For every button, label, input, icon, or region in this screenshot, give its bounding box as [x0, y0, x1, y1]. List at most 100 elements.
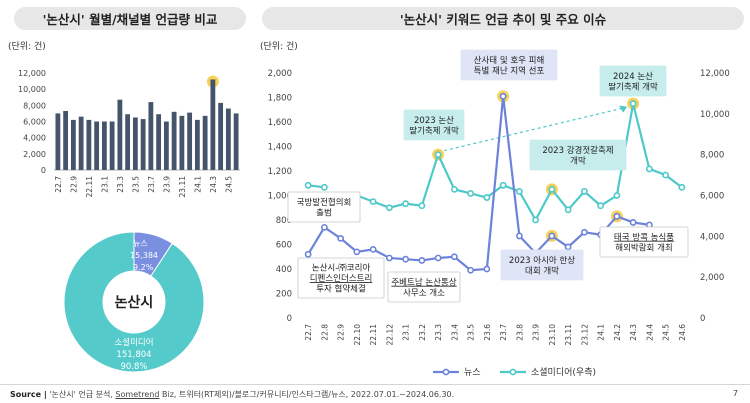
line-ytick-right: 12,000	[700, 69, 730, 79]
social-series-point	[434, 151, 442, 159]
bar	[101, 121, 107, 170]
bar	[156, 114, 162, 170]
line-xtick-label: 23.5	[467, 324, 476, 341]
unit-label-right: (단위: 건)	[260, 41, 298, 52]
bar-xtick-label: 24.3	[209, 176, 218, 193]
source-text-b: Biz, 트위터(RT제외)/블로그/커뮤니티/인스타그램/뉴스, 2022.0…	[159, 390, 455, 399]
line-ytick-right: 6,000	[700, 192, 724, 202]
bar-xtick-label: 23.3	[116, 176, 125, 193]
bar	[194, 119, 200, 170]
social-series-point	[662, 171, 670, 179]
annotation-text: 2023 아시아 한상	[509, 255, 575, 266]
social-series-point	[483, 194, 491, 201]
line-xtick-label: 24.3	[629, 324, 638, 341]
line-xtick-label: 23.10	[548, 324, 557, 346]
bar	[171, 111, 177, 170]
bar	[148, 102, 154, 170]
page-number: 7	[732, 389, 738, 398]
annotation-text: 개막	[570, 155, 586, 166]
line-xtick-label: 23.11	[564, 324, 573, 346]
social-series-point	[645, 165, 653, 173]
line-ytick-left: 1,800	[268, 94, 292, 104]
annotation-bg	[403, 109, 465, 141]
bar	[210, 79, 216, 170]
news-series-point	[613, 212, 621, 220]
line-xtick-label: 23.7	[499, 324, 508, 341]
bar	[163, 121, 169, 170]
line-ytick-left: 800	[276, 216, 292, 226]
annotation-text: 투자 협약체결	[316, 284, 366, 295]
bar-ytick-label: 8,000	[23, 101, 46, 110]
donut-slice	[63, 231, 205, 373]
news-series-point	[385, 254, 393, 262]
trend-arrow-head	[619, 105, 628, 113]
bar-xtick-label: 23.1	[100, 176, 109, 193]
legend-news-marker	[442, 368, 450, 376]
social-series-point	[629, 100, 637, 108]
bar	[179, 115, 185, 170]
line-xtick-label: 22.10	[353, 324, 362, 346]
line-xtick-label: 22.9	[337, 324, 346, 341]
annotation-text: 2024 논산	[613, 71, 653, 82]
annotation-bg	[529, 139, 627, 171]
news-series-point	[450, 253, 458, 261]
social-series-point	[402, 200, 410, 208]
annotation-text: 태국 방콕 농식품	[614, 232, 674, 243]
line-xtick-label: 22.7	[304, 324, 313, 341]
line-ytick-left: 600	[276, 241, 292, 251]
annotation-bg	[460, 49, 558, 81]
line-xtick-label: 22.8	[320, 324, 329, 341]
line-ytick-left: 400	[276, 265, 292, 275]
line-xtick-label: 23.9	[532, 324, 541, 341]
bar	[233, 113, 239, 170]
news-series-point	[499, 92, 507, 100]
social-series-point	[467, 190, 475, 197]
social-series-point	[450, 185, 458, 193]
line-ytick-right: 10,000	[700, 110, 730, 120]
legend-social-marker	[509, 368, 517, 376]
footer-divider	[0, 384, 750, 385]
line-xtick-label: 23.2	[418, 324, 427, 341]
bar-ytick-label: 10,000	[18, 85, 46, 94]
bar	[94, 121, 100, 170]
social-series-point	[597, 202, 605, 210]
line-xtick-label: 22.11	[369, 324, 378, 346]
social-series-point	[369, 198, 377, 206]
line-ytick-right: 4,000	[700, 232, 724, 242]
line-xtick-label: 23.4	[450, 324, 459, 341]
line-xtick-label: 24.6	[678, 324, 687, 341]
news-series-line	[307, 96, 650, 272]
line-ytick-left: 200	[276, 290, 292, 300]
bar	[117, 99, 123, 170]
line-xtick-label: 23.8	[515, 324, 524, 341]
news-series-point	[515, 232, 523, 240]
donut-social-percent: 90.8%	[120, 362, 147, 372]
news-series-point	[467, 266, 475, 274]
annotation-text: 주베트남 논산통상	[391, 277, 456, 288]
news-series-point	[418, 257, 426, 264]
bar	[63, 110, 69, 170]
line-xtick-label: 23.6	[483, 324, 492, 341]
social-series-point	[580, 188, 588, 195]
bar-ytick-label: 2,000	[23, 150, 46, 159]
donut-news-value: 15,384	[130, 251, 158, 260]
news-series-point	[304, 250, 312, 258]
bar	[187, 112, 193, 170]
bar	[202, 115, 208, 170]
legend-news-label: 뉴스	[464, 367, 481, 378]
right-chart-title: '논산시' 키워드 언급 추이 및 주요 이슈	[262, 7, 744, 30]
annotation-bg	[287, 191, 361, 223]
bar-xtick-label: 23.7	[147, 176, 156, 193]
annotation-bg	[297, 257, 385, 299]
annotation-text: 2023 강경젓갈축제	[542, 145, 613, 156]
annotation-text: 논산시-㈜코리아	[312, 263, 371, 274]
news-series-point	[369, 245, 377, 253]
bar-xtick-label: 24.1	[193, 176, 202, 193]
donut-news-percent: 9.2%	[133, 263, 154, 272]
news-series-point	[434, 254, 442, 262]
annotation-bg	[599, 65, 667, 97]
bar-ytick-label: 0	[41, 166, 46, 175]
social-series-point	[678, 183, 686, 191]
